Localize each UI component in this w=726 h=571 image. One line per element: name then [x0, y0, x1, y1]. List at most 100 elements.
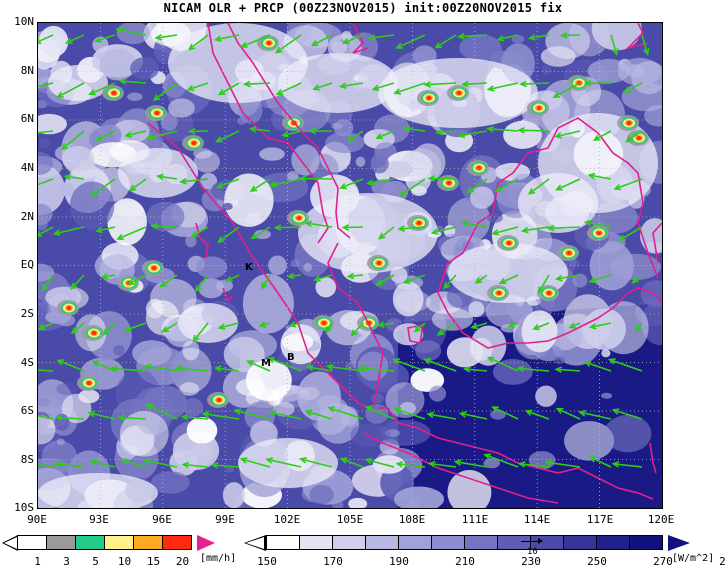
- wind-arrow: [369, 34, 395, 39]
- coastline: [437, 287, 662, 349]
- wind-arrow-head: [555, 407, 564, 414]
- cloud-patch: [315, 277, 337, 298]
- wind-arrow-head: [273, 224, 282, 231]
- wind-arrow-head: [554, 274, 563, 282]
- cloud-patch: [54, 413, 70, 431]
- wind-arrow: [589, 274, 612, 283]
- prcp-swatch: [162, 535, 192, 550]
- cloud-patch: [355, 156, 366, 167]
- wind-arrow: [192, 322, 209, 342]
- wind-arrow: [56, 416, 85, 420]
- wind-arrow-head: [346, 135, 355, 143]
- cloud-patch: [459, 34, 502, 62]
- wind-arrow: [311, 34, 333, 47]
- wind-arrow-head: [623, 86, 631, 93]
- y-label: 4S: [20, 356, 34, 369]
- wind-arrow: [393, 358, 426, 372]
- cloud-patch: [446, 337, 483, 368]
- olr-swatch: [299, 535, 333, 550]
- wind-arrow-head: [587, 172, 596, 180]
- wind-arrow-head: [519, 80, 527, 88]
- olr-tick-label: 290: [719, 555, 726, 568]
- wind-arrow-head: [341, 224, 350, 231]
- cloud-patch: [598, 301, 649, 355]
- wind-arrow-head: [118, 78, 127, 85]
- cloud-patch: [331, 122, 343, 130]
- wind-arrow-head: [258, 321, 267, 328]
- wind-arrow-head: [611, 408, 620, 415]
- wind-arrow: [235, 409, 271, 420]
- wind-arrow: [147, 130, 178, 139]
- olr-swatch: [629, 535, 663, 550]
- wind-arrow-head: [299, 457, 307, 464]
- wind-arrow-head: [392, 358, 400, 365]
- wind-arrow: [394, 82, 426, 94]
- wind-arrow: [247, 360, 271, 372]
- precip-cell-extreme: [67, 306, 71, 310]
- prcp-swatch: [104, 535, 134, 550]
- wind-arrow: [162, 322, 178, 333]
- wind-arrow-head: [161, 326, 169, 333]
- wind-arrow-head: [91, 360, 100, 367]
- prcp-swatch: [75, 535, 105, 550]
- wind-arrow-head: [588, 276, 597, 284]
- wind-arrow-head: [375, 133, 383, 140]
- wind-arrow-head: [494, 185, 503, 193]
- cloud-patch: [127, 92, 143, 102]
- wind-arrow: [38, 226, 54, 236]
- coastline: [227, 23, 351, 239]
- wind-arrow: [70, 274, 85, 290]
- wind-arrow: [487, 128, 519, 132]
- wind-arrow: [269, 411, 302, 420]
- cloud-patch: [38, 203, 53, 226]
- cloud-patch: [198, 278, 225, 299]
- wind-arrow-head: [274, 46, 283, 54]
- wind-arrow-head: [423, 358, 432, 365]
- wind-arrow-head: [64, 37, 73, 44]
- prcp-swatch: [46, 535, 76, 550]
- prcp-tick-label: 10: [117, 555, 132, 568]
- wind-arrow: [188, 82, 209, 91]
- cloud-patch: [382, 160, 414, 179]
- wind-arrow-head: [583, 79, 592, 87]
- cloud-patch: [541, 65, 552, 75]
- wind-arrow: [54, 226, 85, 235]
- cloud-patch: [411, 143, 446, 182]
- cloud-patch: [113, 345, 125, 356]
- wind-arrow: [427, 413, 457, 420]
- wind-arrow: [424, 358, 457, 372]
- y-label: 6S: [20, 404, 34, 417]
- wind-arrow-head: [250, 232, 259, 240]
- wind-arrow: [348, 274, 364, 278]
- wind-arrow-head: [426, 411, 435, 419]
- wind-arrow-head: [466, 186, 474, 194]
- wind-arrow: [38, 322, 54, 330]
- olr-tick-label: 150: [257, 555, 277, 568]
- prcp-swatch: [133, 535, 163, 550]
- cloud-patch: [130, 57, 160, 80]
- cloud-patch: [341, 31, 352, 42]
- wind-arrow-head: [102, 328, 110, 336]
- wind-arrow-head: [304, 220, 313, 228]
- cloud-patch: [644, 241, 662, 254]
- wind-arrow: [288, 274, 302, 278]
- wind-arrow-head: [194, 285, 202, 293]
- wind-arrow-head: [268, 181, 277, 188]
- wind-arrow-head: [213, 365, 222, 372]
- wind-arrow-head: [123, 325, 132, 332]
- wind-arrow-head: [93, 36, 102, 43]
- wind-arrow-head: [457, 33, 465, 40]
- cloud-patch: [62, 145, 95, 172]
- wind-arrow: [91, 460, 116, 468]
- precip-cell-heavy: [216, 398, 222, 402]
- wind-arrow: [92, 360, 116, 372]
- cloud-patch: [272, 401, 295, 417]
- wind-arrow: [459, 130, 488, 137]
- wind-arrow: [250, 128, 271, 132]
- prcp-unit: [mm/h]: [200, 553, 237, 564]
- wind-arrow-head: [313, 275, 321, 282]
- wind-arrow: [266, 458, 302, 468]
- wind-arrow: [160, 274, 178, 288]
- wind-arrow-head: [127, 278, 135, 285]
- wind-arrow-head: [486, 356, 495, 363]
